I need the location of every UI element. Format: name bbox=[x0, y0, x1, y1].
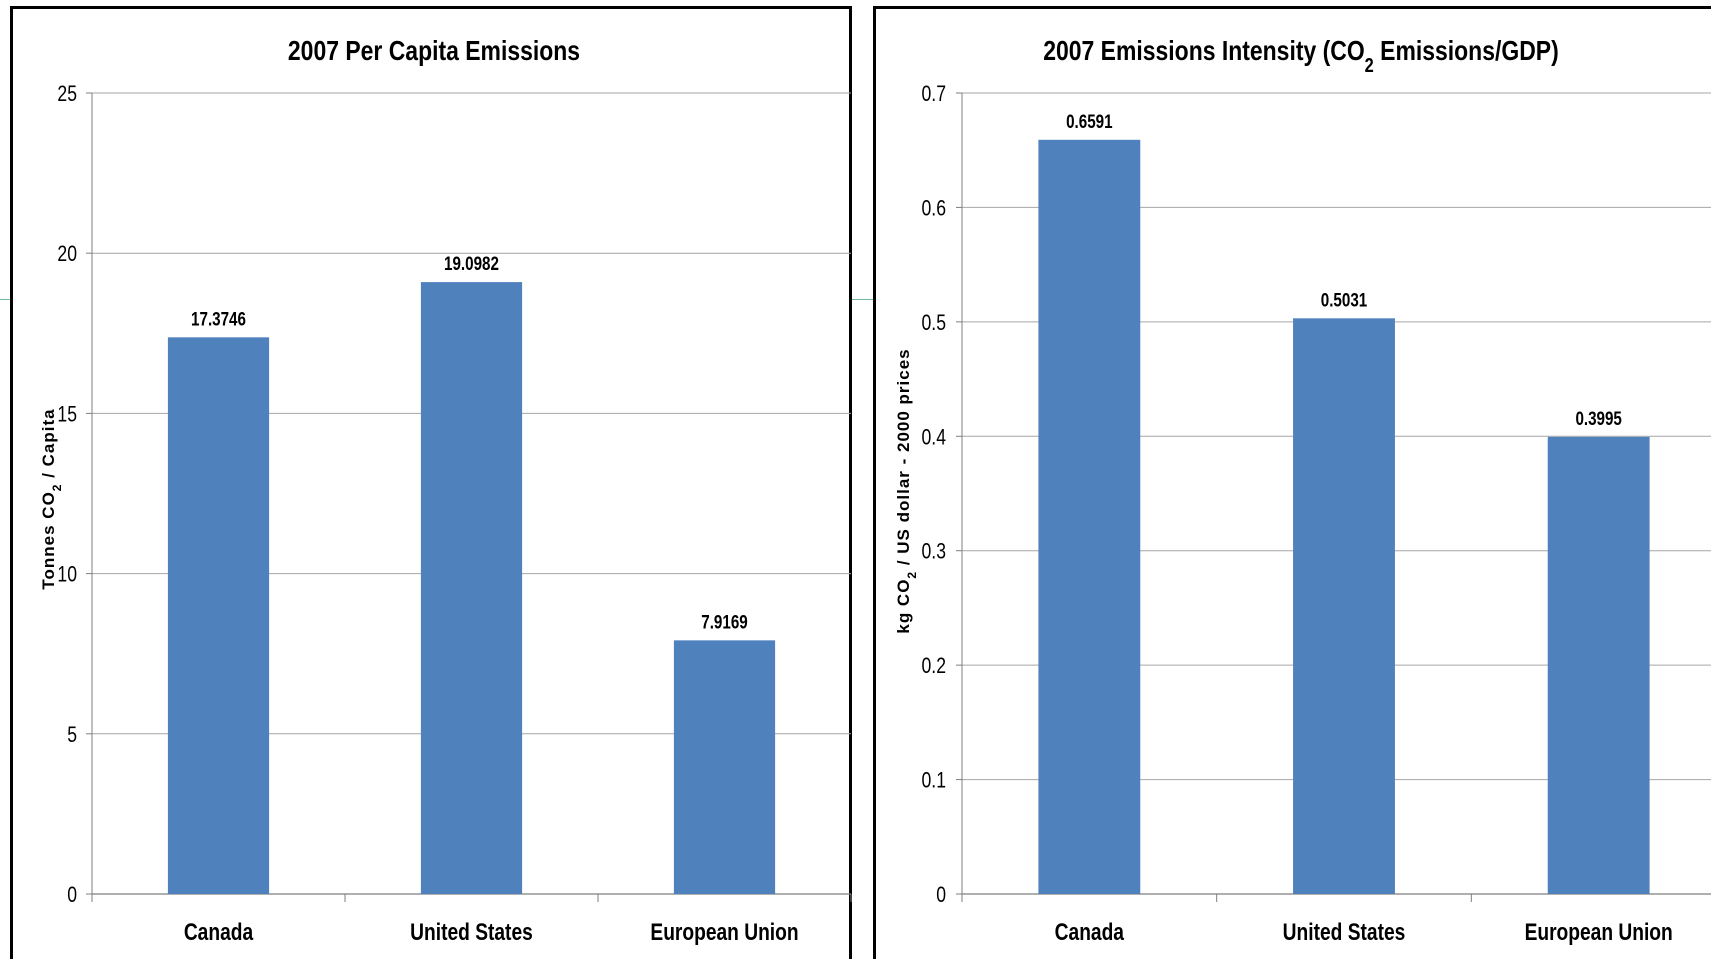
y-tick-label: 0.1 bbox=[922, 769, 946, 793]
y-tick-label: 0.3 bbox=[922, 540, 946, 564]
y-axis-label: kg CO2 / US dollar - 2000 prices bbox=[894, 348, 919, 633]
y-tick-label: 0.2 bbox=[922, 654, 946, 678]
x-tick-label: Canada bbox=[184, 918, 254, 946]
y-axis-label: Tonnes CO2 / Capita bbox=[39, 408, 64, 589]
intensity-chart: 2007 Emissions Intensity (CO2 Emissions/… bbox=[894, 36, 1711, 946]
y-tick-label: 5 bbox=[67, 723, 77, 747]
per-capita-chart: 2007 Per Capita Emissions 0 5 10 15 20 25 Tonne… bbox=[39, 36, 852, 946]
y-tick-label: 0.6 bbox=[922, 197, 946, 221]
bar-european-union bbox=[673, 640, 776, 894]
y-tick-label: 0.4 bbox=[922, 426, 946, 450]
data-label: 0.6591 bbox=[1066, 110, 1113, 132]
chart-title: 2007 Emissions Intensity (CO2 Emissions/… bbox=[1043, 36, 1558, 76]
accent-line-left bbox=[0, 299, 10, 300]
bar-united-states bbox=[1293, 318, 1395, 895]
x-tick-label: Canada bbox=[1055, 918, 1125, 946]
y-tick-label: 10 bbox=[57, 563, 77, 587]
data-label: 17.3746 bbox=[191, 308, 246, 330]
chart-panel-intensity: 2007 Emissions Intensity (CO2 Emissions/… bbox=[873, 6, 1711, 959]
y-tick-label: 25 bbox=[57, 82, 77, 106]
bar-european-union bbox=[1547, 436, 1650, 894]
y-tick-label: 20 bbox=[57, 242, 77, 266]
bar-canada bbox=[167, 337, 270, 894]
data-label: 19.0982 bbox=[444, 252, 499, 274]
bar-united-states bbox=[420, 282, 523, 895]
y-tick-label: 0.5 bbox=[922, 311, 946, 335]
y-tick-label: 0 bbox=[67, 883, 77, 907]
data-label: 0.3995 bbox=[1575, 407, 1622, 429]
chart-panel-per-capita: 2007 Per Capita Emissions 0 5 10 15 20 25 Tonne… bbox=[10, 6, 852, 959]
x-tick-label: United States bbox=[410, 918, 533, 946]
data-label: 0.5031 bbox=[1321, 289, 1368, 311]
y-tick-label: 0.7 bbox=[922, 82, 946, 106]
x-tick-label: United States bbox=[1283, 918, 1406, 946]
y-tick-label: 15 bbox=[57, 403, 77, 427]
chart-title: 2007 Per Capita Emissions bbox=[288, 36, 580, 67]
data-label: 7.9169 bbox=[701, 611, 747, 633]
bar-canada bbox=[1038, 139, 1141, 895]
x-tick-label: European Union bbox=[1525, 918, 1673, 946]
x-tick-label: European Union bbox=[650, 918, 798, 946]
y-tick-label: 0 bbox=[936, 883, 946, 907]
accent-line-right bbox=[852, 299, 873, 300]
